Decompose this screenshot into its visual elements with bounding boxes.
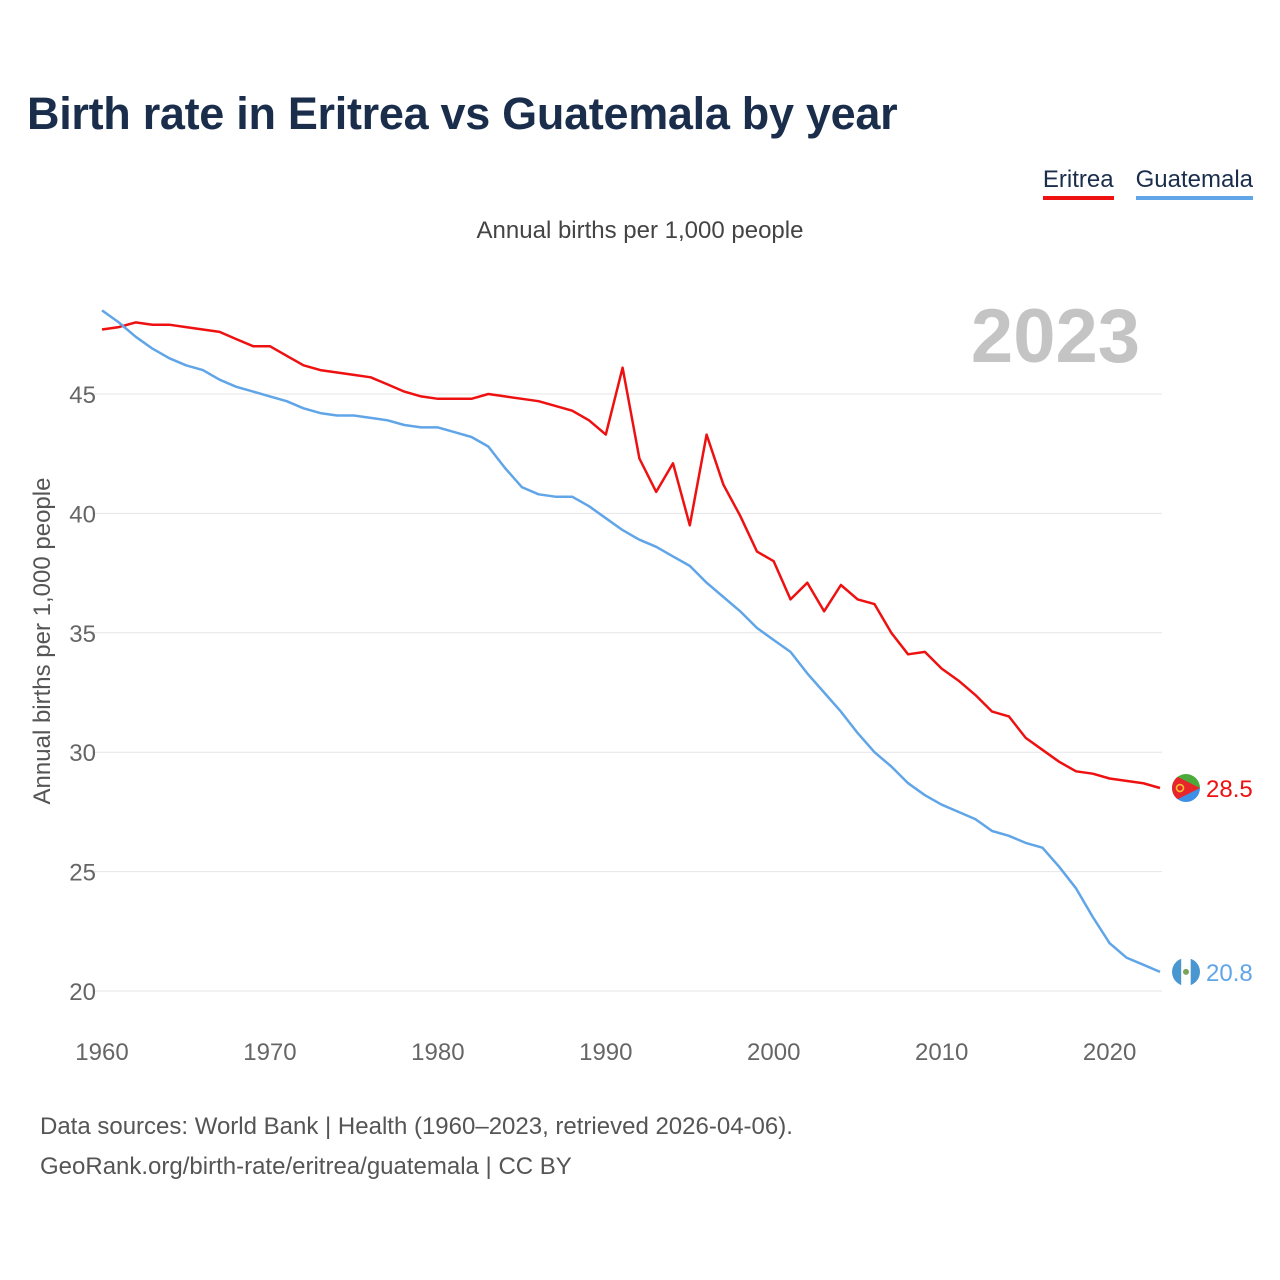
end-label-eritrea: 28.5 <box>1206 776 1253 803</box>
y-axis-label: Annual births per 1,000 people <box>29 478 56 805</box>
series-lines <box>101 309 1161 974</box>
guatemala-flag-icon <box>1172 957 1200 986</box>
chart-subtitle: Annual births per 1,000 people <box>476 217 804 244</box>
footer: Data sources: World Bank | Health (1960–… <box>40 1107 793 1187</box>
series-line-eritrea <box>101 321 1161 790</box>
x-tick-label: 1980 <box>411 1039 464 1066</box>
legend: Eritrea Guatemala <box>1042 166 1253 200</box>
chart-title: Birth rate in Eritrea vs Guatemala by ye… <box>27 88 898 139</box>
gridlines <box>92 393 1162 992</box>
x-axis-ticks: 1960 1970 1980 1990 2000 2010 2020 <box>75 1039 1136 1066</box>
x-tick-label: 1970 <box>243 1039 296 1066</box>
footer-sources: Data sources: World Bank | Health (1960–… <box>40 1113 793 1140</box>
x-tick-label: 1990 <box>579 1039 632 1066</box>
y-tick-label: 20 <box>69 979 96 1006</box>
eritrea-flag-icon <box>1172 774 1200 803</box>
x-tick-label: 1960 <box>75 1039 128 1066</box>
footer-url: GeoRank.org/birth-rate/eritrea/guatemala… <box>40 1153 572 1180</box>
x-tick-label: 2010 <box>915 1039 968 1066</box>
legend-item-eritrea[interactable]: Eritrea <box>1042 166 1114 200</box>
y-tick-label: 30 <box>69 740 96 767</box>
line-chart: 2023 20 25 30 35 40 45 1960 1970 1980 1990 2000 20… <box>29 294 1253 1066</box>
y-axis-ticks: 20 25 30 35 40 45 <box>69 382 96 1006</box>
x-tick-label: 2000 <box>747 1039 800 1066</box>
end-label-guatemala: 20.8 <box>1206 960 1253 987</box>
year-watermark: 2023 <box>971 294 1140 379</box>
series-line-guatemala <box>101 309 1161 974</box>
y-tick-label: 35 <box>69 621 96 648</box>
legend-item-guatemala[interactable]: Guatemala <box>1135 166 1253 200</box>
y-tick-label: 45 <box>69 382 96 409</box>
y-tick-label: 40 <box>69 501 96 528</box>
x-tick-label: 2020 <box>1083 1039 1136 1066</box>
flag-markers: 28.5 20.8 <box>1172 774 1253 987</box>
y-tick-label: 25 <box>69 860 96 887</box>
